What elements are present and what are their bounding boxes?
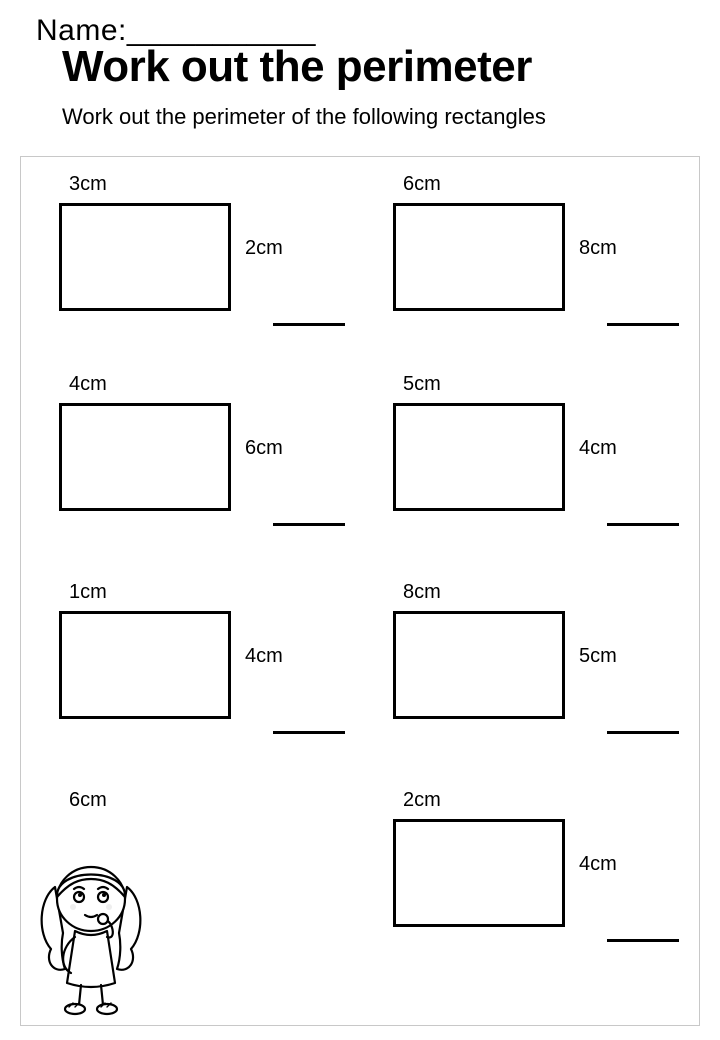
top-measurement: 6cm: [69, 789, 107, 812]
answer-blank[interactable]: [273, 731, 345, 734]
rectangle-shape: [59, 203, 231, 311]
top-measurement: 8cm: [403, 581, 441, 604]
page-subtitle: Work out the perimeter of the following …: [62, 104, 720, 130]
top-measurement: 1cm: [69, 581, 107, 604]
rectangle-shape: [393, 203, 565, 311]
rectangle-shape: [59, 611, 231, 719]
top-measurement: 4cm: [69, 373, 107, 396]
problem-4: 5cm 4cm: [379, 373, 699, 573]
worksheet-frame: 3cm 2cm 6cm 8cm 4cm 6cm 5cm 4cm 1cm 4cm: [20, 156, 700, 1026]
answer-blank[interactable]: [607, 731, 679, 734]
rectangle-shape: [393, 819, 565, 927]
answer-blank[interactable]: [607, 523, 679, 526]
top-measurement: 2cm: [403, 789, 441, 812]
page-title: Work out the perimeter: [62, 42, 720, 92]
problem-1: 3cm 2cm: [45, 173, 365, 373]
problem-8: 2cm 4cm: [379, 789, 699, 989]
side-measurement: 4cm: [579, 437, 617, 460]
problem-3: 4cm 6cm: [45, 373, 365, 573]
side-measurement: 2cm: [245, 237, 283, 260]
problem-2: 6cm 8cm: [379, 173, 699, 373]
side-measurement: 6cm: [245, 437, 283, 460]
side-measurement: 8cm: [579, 237, 617, 260]
top-measurement: 3cm: [69, 173, 107, 196]
thinking-girl-icon: [31, 849, 151, 1019]
top-measurement: 6cm: [403, 173, 441, 196]
answer-blank[interactable]: [273, 523, 345, 526]
top-measurement: 5cm: [403, 373, 441, 396]
rectangle-shape: [59, 403, 231, 511]
rectangle-shape: [393, 611, 565, 719]
problem-5: 1cm 4cm: [45, 581, 365, 781]
side-measurement: 4cm: [245, 645, 283, 668]
problem-6: 8cm 5cm: [379, 581, 699, 781]
side-measurement: 5cm: [579, 645, 617, 668]
answer-blank[interactable]: [607, 323, 679, 326]
answer-blank[interactable]: [607, 939, 679, 942]
rectangle-shape: [393, 403, 565, 511]
side-measurement: 4cm: [579, 853, 617, 876]
answer-blank[interactable]: [273, 323, 345, 326]
